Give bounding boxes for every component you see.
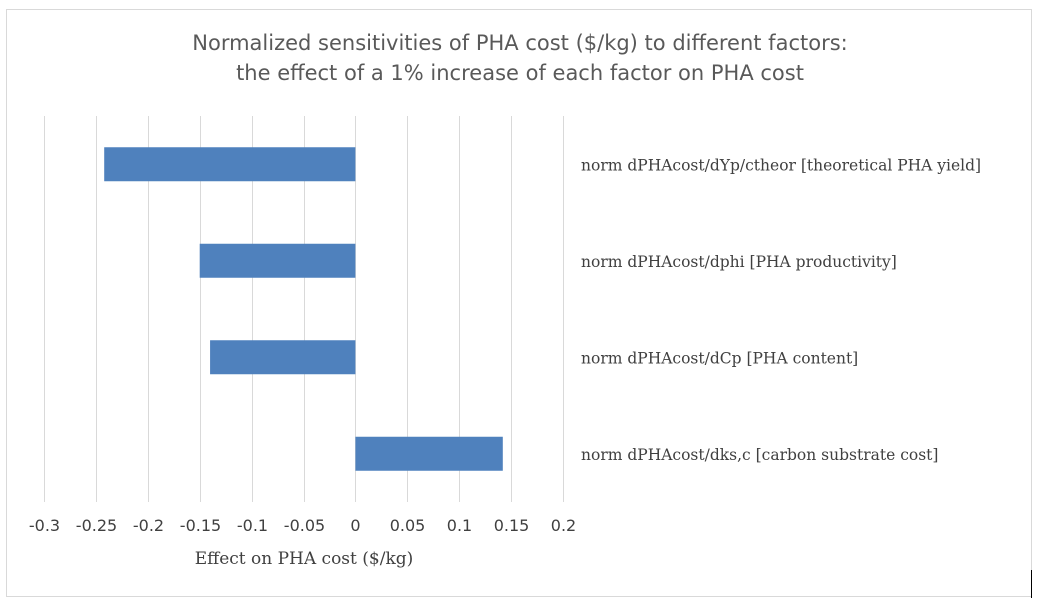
- x-tick-label: -0.3: [29, 516, 60, 535]
- x-tick-label: -0.25: [76, 516, 117, 535]
- category-label: norm dPHAcost/dYp/ctheor [theoretical PH…: [581, 156, 981, 174]
- category-label: norm dPHAcost/dks,c [carbon substrate co…: [581, 446, 938, 464]
- category-label: norm dPHAcost/dphi [PHA productivity]: [581, 253, 897, 271]
- x-tick-label: -0.15: [180, 516, 221, 535]
- bar: [199, 243, 356, 278]
- bar: [355, 436, 503, 471]
- x-axis-title: Effect on PHA cost ($/kg): [195, 549, 414, 569]
- edge-mark: [1031, 570, 1032, 598]
- x-tick-label: -0.1: [237, 516, 268, 535]
- x-tick-labels: -0.3 -0.25 -0.2 -0.15 -0.1 -0.05 0 0.05 0.1 0.15 0…: [29, 516, 576, 535]
- x-tick-label: 0.05: [390, 516, 426, 535]
- bar: [104, 147, 356, 182]
- bars: [104, 147, 503, 471]
- bar: [210, 340, 356, 375]
- chart-title-line-1: Normalized sensitivities of PHA cost ($/…: [192, 31, 847, 55]
- x-tick-label: -0.2: [133, 516, 164, 535]
- chart-title-line-2: the effect of a 1% increase of each fact…: [236, 61, 804, 85]
- x-tick-label: 0: [350, 516, 360, 535]
- chart-area: [6, 9, 1032, 597]
- x-tick-label: -0.05: [284, 516, 325, 535]
- category-label: norm dPHAcost/dCp [PHA content]: [581, 349, 858, 367]
- x-tick-label: 0.1: [447, 516, 472, 535]
- category-labels: norm dPHAcost/dYp/ctheor [theoretical PH…: [581, 156, 981, 464]
- x-tick-label: 0.2: [551, 516, 576, 535]
- x-tick-label: 0.15: [494, 516, 530, 535]
